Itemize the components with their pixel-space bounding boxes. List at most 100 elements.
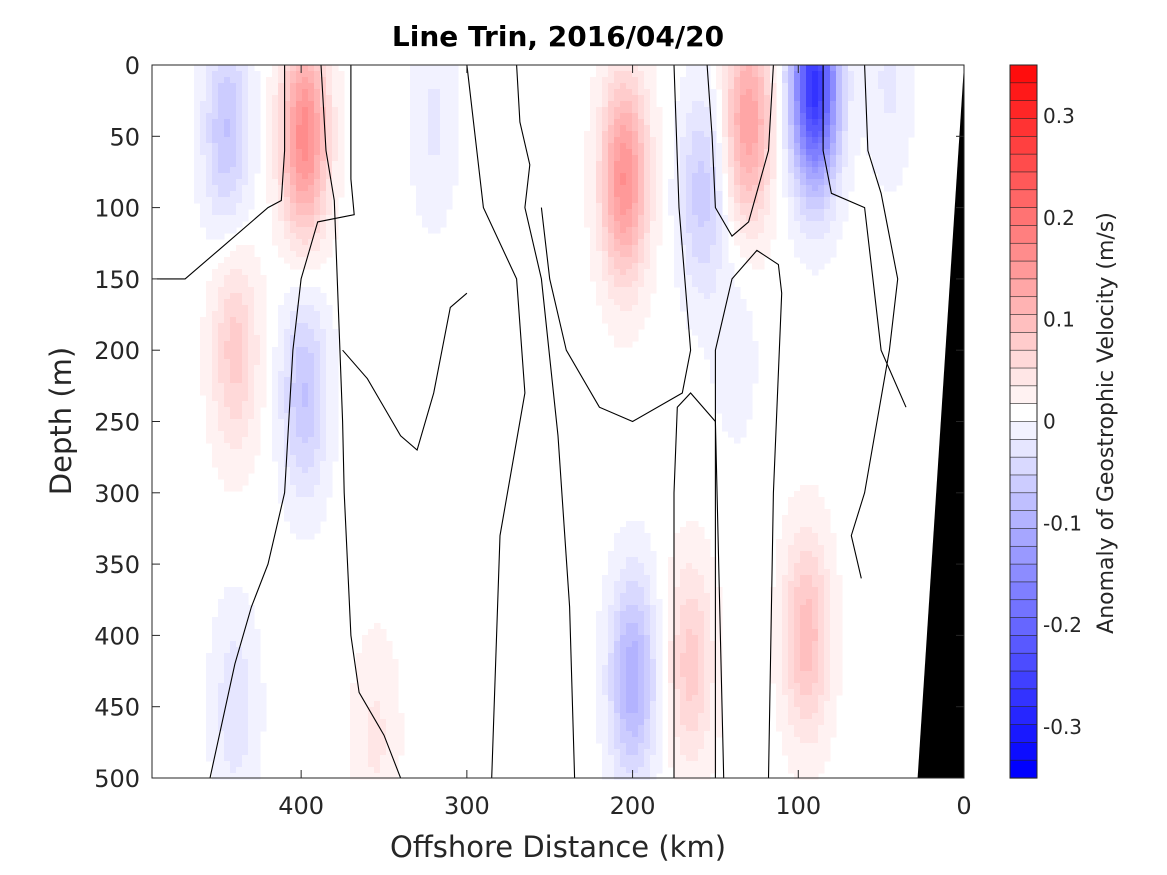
- velocity-cell: [794, 707, 801, 714]
- velocity-cell: [230, 143, 237, 150]
- velocity-cell: [806, 599, 813, 606]
- velocity-cell: [278, 239, 285, 246]
- velocity-cell: [674, 263, 681, 270]
- velocity-cell: [674, 101, 681, 108]
- velocity-cell: [608, 653, 615, 660]
- velocity-cell: [788, 731, 795, 738]
- velocity-cell: [614, 647, 621, 654]
- velocity-cell: [698, 71, 705, 78]
- velocity-cell: [236, 689, 243, 696]
- velocity-cell: [710, 707, 717, 714]
- velocity-cell: [212, 191, 219, 198]
- velocity-cell: [734, 95, 741, 102]
- velocity-cell: [620, 641, 627, 648]
- velocity-cell: [368, 665, 375, 672]
- velocity-cell: [746, 209, 753, 216]
- velocity-cell: [644, 125, 651, 132]
- velocity-cell: [680, 245, 687, 252]
- velocity-cell: [608, 311, 615, 318]
- velocity-cell: [416, 209, 423, 216]
- velocity-cell: [638, 263, 645, 270]
- velocity-cell: [818, 533, 825, 540]
- velocity-cell: [824, 113, 831, 120]
- velocity-cell: [320, 431, 327, 438]
- velocity-cell: [284, 329, 291, 336]
- velocity-cell: [800, 593, 807, 600]
- velocity-cell: [716, 149, 723, 156]
- velocity-cell: [212, 143, 219, 150]
- velocity-cell: [608, 257, 615, 264]
- velocity-cell: [224, 395, 231, 402]
- velocity-cell: [674, 683, 681, 690]
- velocity-cell: [230, 341, 237, 348]
- velocity-cell: [242, 65, 249, 72]
- velocity-cell: [734, 359, 741, 366]
- velocity-cell: [602, 743, 609, 750]
- velocity-cell: [308, 455, 315, 462]
- velocity-cell: [722, 407, 729, 414]
- velocity-cell: [434, 119, 441, 126]
- velocity-cell: [692, 269, 699, 276]
- velocity-cell: [740, 299, 747, 306]
- velocity-cell: [224, 221, 231, 228]
- velocity-cell: [200, 173, 207, 180]
- velocity-cell: [704, 563, 711, 570]
- velocity-cell: [596, 719, 603, 726]
- velocity-cell: [320, 413, 327, 420]
- velocity-cell: [680, 689, 687, 696]
- velocity-cell: [254, 311, 261, 318]
- velocity-cell: [302, 461, 309, 468]
- velocity-cell: [302, 473, 309, 480]
- velocity-cell: [632, 563, 639, 570]
- velocity-cell: [206, 317, 213, 324]
- velocity-cell: [446, 149, 453, 156]
- velocity-cell: [224, 317, 231, 324]
- velocity-cell: [734, 293, 741, 300]
- velocity-cell: [368, 749, 375, 756]
- velocity-cell: [794, 245, 801, 252]
- velocity-cell: [296, 179, 303, 186]
- velocity-cell: [788, 671, 795, 678]
- velocity-cell: [680, 563, 687, 570]
- velocity-cell: [626, 581, 633, 588]
- velocity-cell: [656, 179, 663, 186]
- velocity-cell: [698, 653, 705, 660]
- velocity-cell: [794, 767, 801, 774]
- velocity-cell: [314, 179, 321, 186]
- velocity-cell: [230, 671, 237, 678]
- velocity-cell: [608, 647, 615, 654]
- velocity-cell: [836, 623, 843, 630]
- velocity-cell: [608, 611, 615, 618]
- velocity-cell: [680, 719, 687, 726]
- velocity-cell: [284, 77, 291, 84]
- velocity-cell: [236, 263, 243, 270]
- velocity-cell: [836, 161, 843, 168]
- velocity-cell: [746, 257, 753, 264]
- velocity-cell: [206, 749, 213, 756]
- velocity-cell: [614, 293, 621, 300]
- velocity-cell: [680, 533, 687, 540]
- velocity-cell: [740, 305, 747, 312]
- velocity-cell: [212, 89, 219, 96]
- velocity-cell: [782, 113, 789, 120]
- velocity-cell: [746, 317, 753, 324]
- velocity-cell: [776, 545, 783, 552]
- velocity-cell: [212, 155, 219, 162]
- velocity-cell: [752, 215, 759, 222]
- velocity-cell: [752, 71, 759, 78]
- velocity-cell: [782, 143, 789, 150]
- velocity-cell: [710, 725, 717, 732]
- velocity-cell: [206, 341, 213, 348]
- velocity-cell: [632, 755, 639, 762]
- velocity-cell: [290, 365, 297, 372]
- velocity-cell: [848, 131, 855, 138]
- velocity-cell: [716, 689, 723, 696]
- velocity-cell: [320, 509, 327, 516]
- velocity-cell: [242, 305, 249, 312]
- velocity-cell: [452, 167, 459, 174]
- velocity-cell: [218, 383, 225, 390]
- velocity-cell: [848, 71, 855, 78]
- velocity-cell: [374, 701, 381, 708]
- velocity-cell: [644, 251, 651, 258]
- velocity-cell: [314, 305, 321, 312]
